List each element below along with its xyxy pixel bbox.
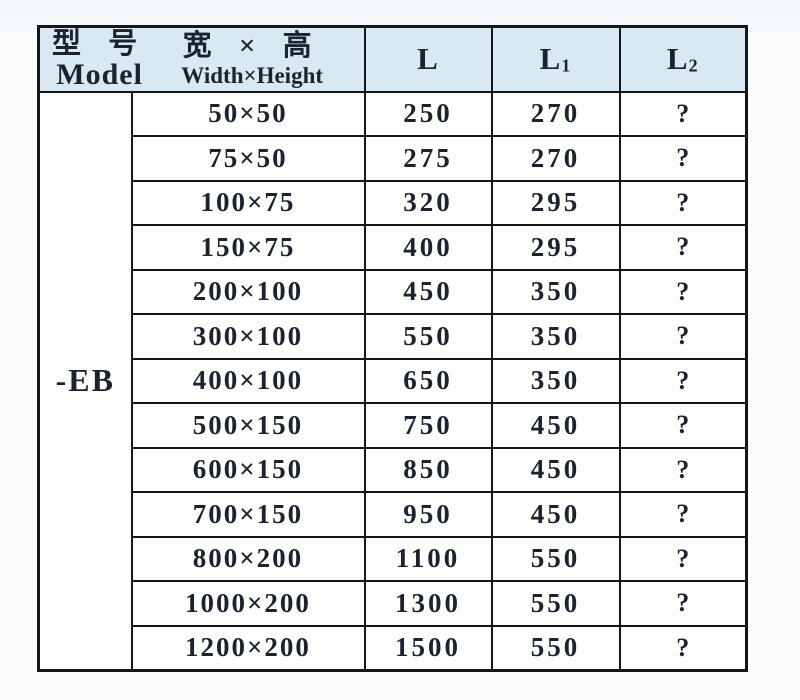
table-row: 200×100 450 350? <box>39 268 748 315</box>
table-header: 型 号 Model 宽 × 高 Width×Height L L1 L2 <box>37 25 748 93</box>
cell-size: 300×100 <box>130 313 366 360</box>
cell-l: 750 <box>363 402 493 449</box>
cell-l2: ? <box>618 580 748 627</box>
cell-size: 100×75 <box>130 179 366 226</box>
header-row: 型 号 Model 宽 × 高 Width×Height L L1 L2 <box>37 25 748 93</box>
cell-l: 400 <box>363 224 493 271</box>
header-col-l: L <box>363 25 493 93</box>
cell-l: 320 <box>363 179 493 226</box>
cell-l2: ? <box>618 491 748 538</box>
cell-l: 1100 <box>363 535 493 582</box>
header-model-group: 型 号 Model <box>52 28 148 92</box>
cell-l1: 270 <box>490 90 621 137</box>
spec-table: 型 号 Model 宽 × 高 Width×Height L L1 L2 -EB… <box>37 25 748 672</box>
cell-l1: 295 <box>490 179 621 226</box>
cell-l2: ? <box>618 179 748 226</box>
cell-l2: ? <box>618 268 748 315</box>
cell-l1: 550 <box>490 624 621 671</box>
cell-l: 950 <box>363 491 493 538</box>
table-row: 1000×200 1300 550? <box>39 580 748 627</box>
cell-l: 1500 <box>363 624 493 671</box>
cell-l: 450 <box>363 268 493 315</box>
cell-l: 850 <box>363 446 493 493</box>
table-row: 700×150 950 450? <box>39 491 748 538</box>
cell-l1: 550 <box>490 580 621 627</box>
cell-size: 700×150 <box>130 491 366 538</box>
cell-l1: 450 <box>490 491 621 538</box>
cell-l: 550 <box>363 313 493 360</box>
cell-l1: 350 <box>490 268 621 315</box>
header-l2-sub: 2 <box>688 55 699 76</box>
cell-l2: ? <box>618 357 748 404</box>
table-row: 400×100 650 350? <box>39 357 748 404</box>
cell-size: 75×50 <box>130 135 366 182</box>
header-merged-content: 型 号 Model 宽 × 高 Width×Height <box>41 28 363 92</box>
header-model-en: Model <box>56 58 143 92</box>
cell-l: 650 <box>363 357 493 404</box>
cell-size: 50×50 <box>130 90 366 137</box>
header-l1-base: L <box>539 41 562 77</box>
cell-l2: ? <box>618 535 748 582</box>
cell-size: 600×150 <box>130 446 366 493</box>
table-row: 1200×200 1500 550? <box>39 624 748 671</box>
header-l2-base: L <box>666 41 689 77</box>
cell-l1: 270 <box>490 135 621 182</box>
table-row: -EB 50×50 250 270? <box>37 90 748 671</box>
cell-l2: ? <box>618 313 748 360</box>
header-model-size-cell: 型 号 Model 宽 × 高 Width×Height <box>37 25 366 93</box>
table-row: 150×75 400 295? <box>39 224 748 271</box>
cell-size: 800×200 <box>130 535 366 582</box>
cell-l1: 550 <box>490 535 621 582</box>
cell-size: 500×150 <box>130 402 366 449</box>
table-row: 100×75 320 295? <box>39 179 748 226</box>
table-row: 500×150 750 450? <box>39 402 748 449</box>
cell-l2: ? <box>618 224 748 271</box>
header-l1-sub: 1 <box>561 55 572 76</box>
cell-l2: ? <box>618 402 748 449</box>
table-row: 300×100 550 350? <box>39 313 748 360</box>
table-row: 800×200 1100 550? <box>39 535 748 582</box>
cell-size: 200×100 <box>130 268 366 315</box>
header-size-group: 宽 × 高 Width×Height <box>181 30 324 89</box>
header-col-l1: L1 <box>490 25 621 93</box>
header-model-cn: 型 号 <box>52 28 148 61</box>
cell-l1: 350 <box>490 313 621 360</box>
cell-l: 1300 <box>363 580 493 627</box>
cell-l: 250 <box>363 90 493 137</box>
cell-l1: 450 <box>490 446 621 493</box>
cell-l1: 295 <box>490 224 621 271</box>
table-row: 75×50 275 270? <box>39 135 748 182</box>
table-body: -EB 50×50 250 270? 75×50 275 270? 100×75 320 295?… <box>37 90 748 671</box>
cell-size: 1000×200 <box>130 580 366 627</box>
header-col-l2: L2 <box>618 25 748 93</box>
table-row: 600×150 850 450? <box>39 446 748 493</box>
cell-l1: 450 <box>490 402 621 449</box>
header-size-en: Width×Height <box>181 63 324 89</box>
model-series-cell: -EB <box>37 90 133 671</box>
cell-l1: 350 <box>490 357 621 404</box>
cell-l2: ? <box>618 446 748 493</box>
cell-size: 150×75 <box>130 224 366 271</box>
cell-l2: ? <box>618 135 748 182</box>
cell-l2: ? <box>618 624 748 671</box>
header-size-cn: 宽 × 高 <box>182 30 322 63</box>
cell-l: 275 <box>363 135 493 182</box>
cell-size: 400×100 <box>130 357 366 404</box>
cell-l2: ? <box>618 90 748 137</box>
cell-size: 1200×200 <box>130 624 366 671</box>
